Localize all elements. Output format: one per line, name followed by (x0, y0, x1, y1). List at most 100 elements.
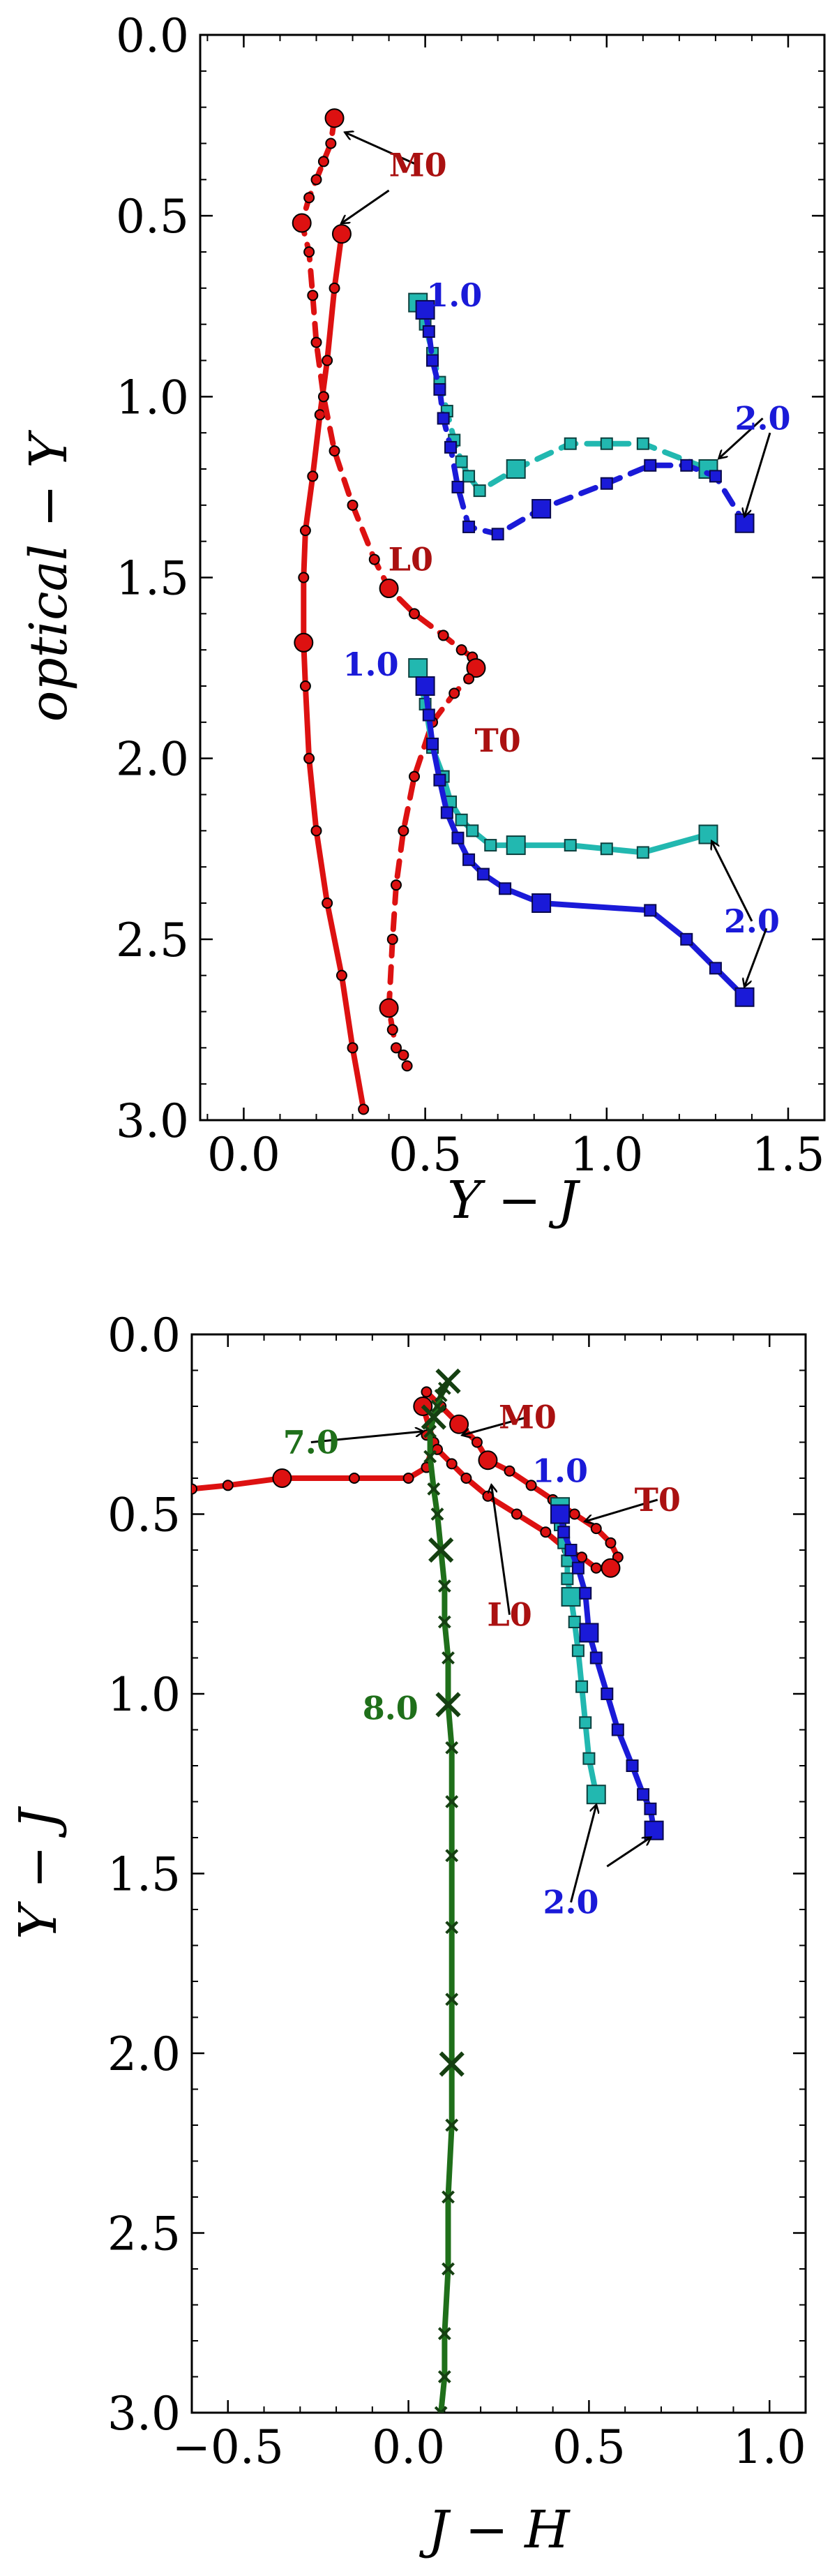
green-track-point (434, 1389, 448, 1402)
cyan-track-point (571, 1644, 585, 1658)
annotation-arrow (745, 432, 771, 516)
red-track-point (402, 1473, 414, 1484)
y-tick-label: 0.0 (107, 1309, 181, 1362)
blue-track-point (601, 1688, 614, 1700)
y-tick-label: 0.5 (107, 1489, 181, 1542)
top-panel-frame (199, 33, 826, 1122)
bottom-panel-series (192, 1368, 664, 2413)
x-tick-label: 0.5 (389, 1128, 462, 1182)
red-track-point (348, 1473, 360, 1484)
annotation-label: L0 (389, 541, 433, 579)
red-dashed-point (409, 608, 421, 620)
red-dashed-point (292, 213, 312, 233)
blue-upper-point (444, 440, 458, 454)
cyan-upper-point (600, 437, 613, 450)
red-track-point (504, 1465, 515, 1477)
annotation-arrow (462, 1416, 528, 1435)
red-dashed-point (463, 673, 475, 685)
blue-lower-point (680, 932, 693, 946)
red-solid-point (358, 1103, 370, 1115)
cyan-track-point (586, 1785, 606, 1805)
blue-lower-point (426, 737, 439, 750)
blue-upper-point (709, 470, 722, 483)
green-track-point (427, 1482, 441, 1496)
green-track-point (445, 1993, 459, 2007)
annotation-label: 2.0 (735, 399, 791, 437)
bottom-panel-x-tick-labels: −0.5 0.0 0.5 1.0 (172, 2420, 806, 2474)
cyan-upper-point (455, 455, 468, 468)
green-track-point (423, 1450, 437, 1464)
red-track-point (272, 1468, 292, 1488)
red-solid-point (307, 470, 319, 482)
y-tick-label: 0.5 (116, 190, 189, 244)
bottom-panel-frame (190, 1333, 807, 2414)
top-panel-x-tick-labels: 0.0 0.5 1.0 1.5 (207, 1128, 824, 1182)
x-tick-label: 0.5 (552, 2420, 626, 2474)
top-panel-y-tick-labels: 0.0 0.5 1.0 1.5 2.0 2.5 3.0 (116, 9, 189, 1148)
top-panel-y-axis-label: optical − Y (19, 430, 79, 722)
annotation-label: 1.0 (343, 646, 399, 683)
green-track-point (423, 1424, 437, 1438)
blue-lower-point (709, 962, 722, 975)
red-dashed-point (386, 1024, 398, 1036)
red-dashed-point (401, 1060, 413, 1072)
blue-track-point (579, 1623, 599, 1643)
red-track-point (449, 1414, 469, 1434)
red-dashed-point (409, 770, 421, 782)
blue-upper-point (433, 382, 446, 396)
blue-upper-point (734, 513, 755, 533)
annotation-arrow (492, 1485, 511, 1615)
red-track-point (540, 1526, 552, 1538)
red-track-point (590, 1562, 602, 1574)
cyan-lower-point (455, 813, 468, 826)
red-track-point (511, 1508, 522, 1520)
red-track-point (605, 1537, 617, 1549)
green-track-point (428, 1537, 454, 1563)
red-track-point (568, 1508, 580, 1520)
blue-track-point (564, 1544, 578, 1556)
blue-upper-point (600, 477, 613, 490)
red-track-point (590, 1523, 602, 1535)
annotation-label: T0 (635, 1481, 681, 1519)
cyan-lower-point (408, 658, 428, 678)
red-dashed-point (329, 445, 340, 457)
green-track-point (421, 1404, 446, 1430)
bottom-panel-x-axis-label: J − H (418, 2500, 571, 2560)
green-track-point (437, 1579, 451, 1593)
green-track-line (427, 1378, 455, 2413)
green-track-point (445, 1795, 459, 1808)
red-dashed-point (386, 933, 398, 945)
top-panel-annotations: M0 L0 T0 1.0 2.0 1.0 2.0 (342, 133, 791, 986)
cyan-lower-point (600, 842, 613, 856)
cyan-track-point (575, 1680, 589, 1693)
cyan-track-point (561, 1586, 581, 1607)
blue-upper-point (491, 528, 504, 541)
blue-upper-point (437, 412, 450, 425)
annotation-label: M0 (389, 147, 447, 184)
red-dashed-point (303, 192, 315, 204)
cyan-lower-point (636, 846, 649, 859)
cyan-track-point (582, 1752, 596, 1765)
red-dashed-point (324, 108, 345, 128)
red-dashed-point (390, 879, 402, 891)
blue-lower-point (531, 893, 552, 913)
red-solid-point (335, 969, 347, 981)
cyan-lower-point (466, 824, 479, 837)
blue-track-point (611, 1723, 624, 1736)
annotation-label: M0 (499, 1398, 557, 1436)
cyan-upper-point (506, 459, 526, 479)
annotation-arrow (585, 1498, 658, 1521)
red-solid-point (294, 632, 314, 653)
red-solid-point (299, 680, 311, 692)
y-tick-label: 3.0 (107, 2387, 181, 2441)
cyan-upper-point (473, 484, 486, 498)
green-track-point (435, 1692, 461, 1718)
cyan-lower-point (506, 835, 526, 856)
red-dashed-point (303, 246, 315, 258)
red-dashed-point (368, 553, 380, 565)
y-tick-label: 1.0 (107, 1668, 181, 1722)
x-tick-label: 1.0 (570, 1128, 643, 1182)
green-track-point (435, 1368, 461, 1394)
bottom-panel: −0.5 0.0 0.5 1.0 0.0 0.5 1.0 1.5 2.0 2.5 3.0 M0 7.… (8, 1309, 807, 2560)
red-track-point (446, 1458, 458, 1470)
